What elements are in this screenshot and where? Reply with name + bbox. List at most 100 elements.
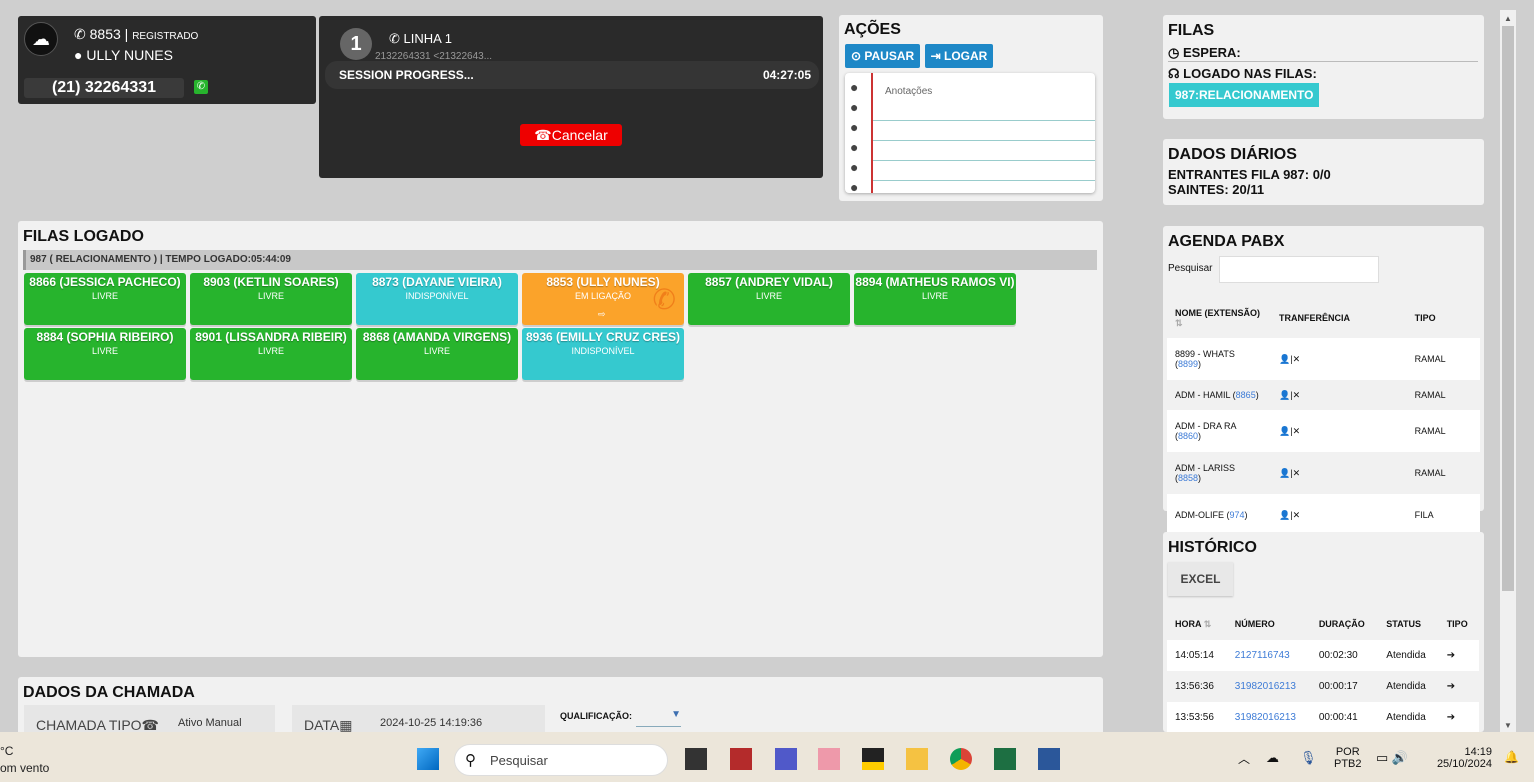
qualification-label: QUALIFICAÇÃO:	[560, 711, 632, 721]
outgoing-arrow-icon: ➔	[1446, 650, 1456, 661]
qualification-select[interactable]: ▼	[636, 709, 681, 727]
history-number[interactable]: 2127116743	[1234, 650, 1290, 661]
snipping-icon[interactable]	[818, 748, 840, 770]
transfer-attended-icon[interactable]: 👤	[1279, 389, 1291, 400]
contact-extension[interactable]: 8860	[1178, 431, 1199, 441]
transfer-attended-icon[interactable]: 👤	[1279, 353, 1291, 364]
agent-tile-status: INDISPONÍVEL	[571, 346, 635, 356]
contact-type: RAMAL	[1414, 354, 1446, 364]
col-hora[interactable]: HORA	[1175, 618, 1202, 629]
history-number[interactable]: 31982016213	[1234, 712, 1296, 723]
access-icon[interactable]	[730, 748, 752, 770]
history-status: Atendida	[1386, 681, 1426, 692]
call-button[interactable]: ✆	[194, 80, 208, 94]
agent-tile[interactable]: 8873 (DAYANE VIEIRA) INDISPONÍVEL	[356, 273, 518, 325]
contact-extension[interactable]: 974	[1229, 510, 1245, 520]
excel-icon[interactable]	[994, 748, 1016, 770]
line-number: 1	[340, 28, 372, 60]
microphone-icon[interactable]: 🎙	[1300, 750, 1317, 765]
cancel-button[interactable]: ☎Cancelar	[520, 124, 622, 146]
daily-outgoing: SAINTES: 20/11	[1168, 182, 1265, 197]
agent-tile-name: 8903 (KETLIN SOARES)	[203, 275, 339, 289]
agent-card: ☁ ✆ 8853 | REGISTRADO ● ULLY NUNES (21) …	[18, 16, 316, 104]
transfer-attended-icon[interactable]: 👤	[1279, 467, 1291, 478]
agenda-title: AGENDA PABX	[1168, 233, 1285, 250]
agent-tile-name: 8901 (LISSANDRA RIBEIR)	[195, 330, 347, 344]
language-indicator[interactable]: POR PTB2	[1334, 746, 1362, 770]
history-row: 13:53:56 31982016213 00:00:41 Atendida ➔	[1167, 702, 1479, 732]
agent-tile-name: 8936 (EMILLY CRUZ CRES)	[525, 330, 681, 344]
history-status: Atendida	[1386, 650, 1426, 661]
word-icon[interactable]	[1038, 748, 1060, 770]
file-explorer-icon[interactable]	[906, 748, 928, 770]
line-caller: 2132264331 <21322643...	[375, 51, 493, 62]
agenda-panel: AGENDA PABX Pesquisar NOME (EXTENSÃO) ⇅ T…	[1163, 226, 1484, 536]
lang: POR	[1335, 746, 1360, 758]
history-number[interactable]: 31982016213	[1234, 681, 1296, 692]
agent-tile[interactable]: 8901 (LISSANDRA RIBEIR) LIVRE	[190, 328, 352, 380]
queue-info-bar: 987 ( RELACIONAMENTO ) | TEMPO LOGADO:05…	[23, 250, 1097, 270]
agenda-search-input[interactable]	[1219, 256, 1379, 283]
agent-tile[interactable]: 8857 (ANDREY VIDAL) LIVRE	[688, 273, 850, 325]
agent-tile-name: 8884 (SOPHIA RIBEIRO)	[36, 330, 174, 344]
sticky-notes-icon[interactable]	[862, 748, 884, 770]
notes-textarea[interactable]: ● ● ● ● ● ● Anotações	[845, 73, 1095, 193]
calendar-icon: ▦	[339, 717, 353, 733]
search-icon: ⚲	[465, 752, 476, 769]
telephone-icon: ☎	[141, 717, 159, 733]
call-type-value: Ativo Manual	[178, 717, 242, 729]
transfer-blind-icon[interactable]: ✕	[1292, 509, 1301, 520]
contact-extension[interactable]: 8858	[1178, 473, 1199, 483]
agent-phone: (21) 32264331	[24, 78, 184, 98]
sort-icon[interactable]: ⇅	[1203, 618, 1212, 629]
chrome-icon[interactable]	[950, 748, 972, 770]
tray-chevron-icon[interactable]: ︿	[1238, 752, 1251, 766]
transfer-attended-icon[interactable]: 👤	[1279, 425, 1291, 436]
page-scrollbar[interactable]: ▲ ▼	[1500, 10, 1516, 732]
headset-icon: ☊	[1168, 66, 1180, 81]
agent-tile[interactable]: 8868 (AMANDA VIRGENS) LIVRE	[356, 328, 518, 380]
agent-tile[interactable]: 8866 (JESSICA PACHECO) LIVRE	[24, 273, 186, 325]
transfer-icon[interactable]: ⇨	[598, 309, 606, 319]
taskbar-search[interactable]: ⚲ Pesquisar	[454, 744, 668, 776]
agent-tile-status: LIVRE	[755, 291, 782, 301]
agent-tile[interactable]: 8903 (KETLIN SOARES) LIVRE	[190, 273, 352, 325]
phone-icon: ✆	[74, 26, 86, 42]
clock[interactable]: 14:19 25/10/2024	[1432, 746, 1492, 770]
scroll-up-icon[interactable]: ▲	[1504, 14, 1512, 23]
scroll-down-icon[interactable]: ▼	[1504, 721, 1512, 730]
transfer-blind-icon[interactable]: ✕	[1292, 425, 1301, 436]
agent-tile[interactable]: 8936 (EMILLY CRUZ CRES) INDISPONÍVEL	[522, 328, 684, 380]
taskbar: °C om vento ⚲ Pesquisar ︿ ☁ 🎙 POR PTB2 ▭ …	[0, 732, 1534, 782]
sort-icon[interactable]: ⇅	[1175, 317, 1183, 328]
daily-panel: DADOS DIÁRIOS ENTRANTES FILA 987: 0/0 SA…	[1163, 139, 1484, 205]
call-data-panel: DADOS DA CHAMADA CHAMADA TIPO☎ Ativo Man…	[18, 677, 1103, 737]
login-button[interactable]: ⇥ LOGAR	[924, 44, 994, 68]
pause-button[interactable]: ⊙ PAUSAR	[845, 44, 921, 68]
transfer-blind-icon[interactable]: ✕	[1292, 353, 1301, 364]
call-type-label: CHAMADA TIPO	[36, 717, 142, 733]
call-data-title: DADOS DA CHAMADA	[23, 684, 195, 701]
task-view-icon[interactable]	[685, 748, 707, 770]
transfer-blind-icon[interactable]: ✕	[1292, 467, 1301, 478]
contact-extension[interactable]: 8899	[1178, 359, 1199, 369]
agent-tile[interactable]: 8884 (SOPHIA RIBEIRO) LIVRE	[24, 328, 186, 380]
network-volume-icon[interactable]: ▭ 🔊	[1376, 750, 1409, 765]
transfer-blind-icon[interactable]: ✕	[1292, 389, 1301, 400]
historico-title: HISTÓRICO	[1168, 539, 1257, 556]
col-nome[interactable]: NOME (EXTENSÃO)	[1175, 307, 1261, 318]
teams-icon[interactable]	[775, 748, 797, 770]
start-icon[interactable]	[417, 748, 439, 770]
agent-tile-name: 8894 (MATHEUS RAMOS VI)	[855, 275, 1015, 289]
excel-button[interactable]: EXCEL	[1168, 562, 1233, 596]
agent-tile[interactable]: 8894 (MATHEUS RAMOS VI) LIVRE	[854, 273, 1016, 325]
queues-title: FILAS	[1168, 22, 1215, 39]
login-label: LOGAR	[944, 49, 988, 63]
notification-icon[interactable]: 🔔	[1504, 750, 1519, 764]
transfer-attended-icon[interactable]: 👤	[1279, 509, 1291, 520]
cloud-offline-icon[interactable]: ☁	[1266, 750, 1279, 765]
agent-tile[interactable]: 8853 (ULLY NUNES) EM LIGAÇÃO ✆ ⇨	[522, 273, 684, 325]
agent-tile-status: LIVRE	[257, 291, 284, 301]
scrollbar-thumb[interactable]	[1502, 26, 1514, 591]
contact-extension[interactable]: 8865	[1235, 390, 1256, 400]
